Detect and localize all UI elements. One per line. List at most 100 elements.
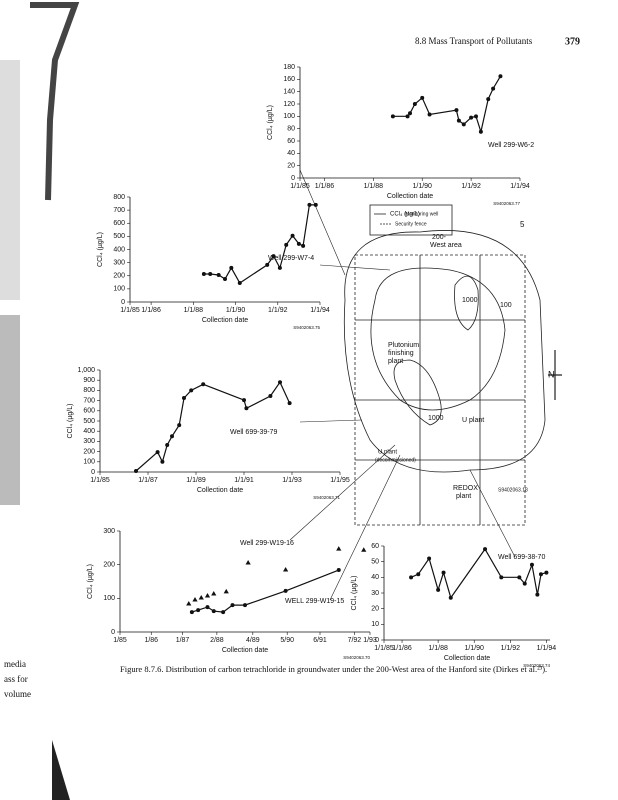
y-tick-label: 0	[291, 175, 295, 182]
data-point	[182, 396, 186, 401]
map-label: S9402063.18	[498, 487, 528, 493]
data-point	[242, 398, 246, 403]
data-point	[498, 74, 503, 79]
y-tick-label: 40	[287, 150, 295, 157]
map-label: U plant	[378, 450, 397, 456]
margin-text: media	[4, 659, 26, 669]
data-point	[189, 388, 194, 393]
map-label: N	[548, 369, 555, 379]
data-point	[284, 242, 289, 247]
y-axis-label: CCl₄ (µg/L)	[351, 576, 358, 611]
map-label: U plant	[462, 417, 484, 424]
y-tick-label: 600	[113, 220, 125, 227]
y-tick-label: 40	[371, 574, 379, 581]
data-point	[189, 610, 194, 615]
scan-edge	[0, 315, 20, 505]
y-tick-label: 60	[371, 543, 379, 550]
data-point	[237, 280, 242, 285]
binding-shadow	[30, 2, 80, 201]
data-point	[307, 202, 312, 207]
y-tick-label: 120	[283, 101, 295, 108]
y-tick-label: 300	[103, 528, 115, 535]
x-tick-label: 1/1/90	[412, 183, 432, 190]
data-point	[201, 272, 206, 277]
y-axis-label: CCl₄ (µg/L)	[87, 564, 94, 599]
y-tick-label: 140	[283, 89, 295, 96]
x-axis-label: Collection date	[444, 655, 490, 662]
y-tick-label: 180	[283, 64, 295, 71]
data-point	[211, 609, 216, 614]
map-label: REDOX	[453, 485, 478, 492]
y-tick-label: 0	[111, 629, 115, 636]
scan-edge	[0, 60, 20, 300]
data-point	[456, 118, 461, 123]
data-point	[177, 423, 182, 428]
x-axis-label: Collection date	[222, 647, 268, 654]
data-point	[283, 567, 289, 572]
y-tick-label: 600	[83, 408, 95, 415]
y-tick-label: 800	[113, 194, 125, 201]
x-tick-label: 1/1/92	[268, 307, 288, 314]
x-tick-label: 1/86	[144, 637, 158, 644]
y-tick-label: 80	[287, 126, 295, 133]
data-point	[427, 112, 432, 117]
data-point	[165, 442, 170, 447]
y-tick-label: 160	[283, 76, 295, 83]
x-tick-label: 4/89	[246, 637, 260, 644]
map-label: (decommissioned)	[375, 457, 416, 463]
data-point	[170, 434, 174, 439]
map-label: Plutonium	[388, 342, 419, 349]
map-label: 100	[500, 302, 512, 309]
security-fence	[354, 254, 526, 526]
map-label: plant	[388, 358, 403, 365]
data-point	[208, 272, 213, 277]
data-point	[301, 243, 306, 248]
figure-caption: Figure 8.7.6. Distribution of carbon tet…	[120, 664, 547, 674]
data-point	[290, 233, 295, 238]
x-tick-label: 1/1/89	[186, 477, 206, 484]
data-point	[461, 122, 466, 127]
x-tick-label: 1/1/86	[141, 307, 161, 314]
data-point	[436, 587, 441, 592]
data-point	[271, 254, 276, 259]
data-point	[192, 597, 198, 602]
data-point	[313, 202, 318, 207]
data-point	[278, 380, 282, 385]
data-point	[517, 575, 522, 580]
contour	[393, 359, 442, 426]
y-tick-label: 50	[371, 559, 379, 566]
data-point	[336, 546, 342, 551]
data-point	[412, 102, 417, 106]
contour	[343, 230, 546, 473]
y-tick-label: 30	[371, 590, 379, 597]
y-axis-label: CCl₄ (µg/L)	[267, 105, 274, 140]
map-legend-box	[369, 204, 453, 236]
x-tick-label: 1/1/88	[364, 183, 384, 190]
x-tick-label: 1/1/88	[184, 307, 204, 314]
data-point	[529, 562, 534, 567]
series-label: Well 299-W7-4	[268, 255, 314, 262]
y-tick-label: 100	[103, 595, 115, 602]
data-point	[474, 114, 478, 119]
y-tick-label: 500	[83, 418, 95, 425]
data-point	[160, 459, 165, 464]
x-tick-label: 1/1/92	[461, 183, 481, 190]
data-point	[361, 547, 367, 552]
figure-code: S9402063.74	[523, 663, 550, 668]
x-tick-label: 1/1/94	[310, 307, 330, 314]
y-tick-label: 0	[91, 469, 95, 476]
x-tick-label: 1/1/86	[392, 645, 412, 652]
x-tick-label: 1/1/85	[290, 183, 310, 190]
margin-text: ass for	[4, 674, 28, 684]
series-label: Well 699-38-70	[498, 554, 545, 561]
x-tick-label: 1/1/88	[428, 645, 448, 652]
y-tick-label: 0	[121, 299, 125, 306]
binding-shadow	[52, 740, 70, 800]
page-number: 379	[565, 36, 580, 47]
data-point	[409, 575, 414, 580]
y-tick-label: 400	[113, 246, 125, 253]
map-label: 5	[520, 220, 525, 229]
running-head: 8.8 Mass Transport of Pollutants	[415, 36, 533, 46]
series-label: Well 699-39-79	[230, 429, 277, 436]
